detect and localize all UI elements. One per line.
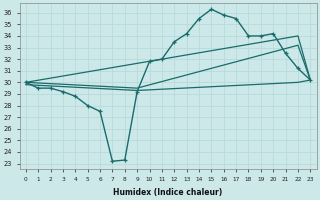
X-axis label: Humidex (Indice chaleur): Humidex (Indice chaleur) <box>114 188 223 197</box>
